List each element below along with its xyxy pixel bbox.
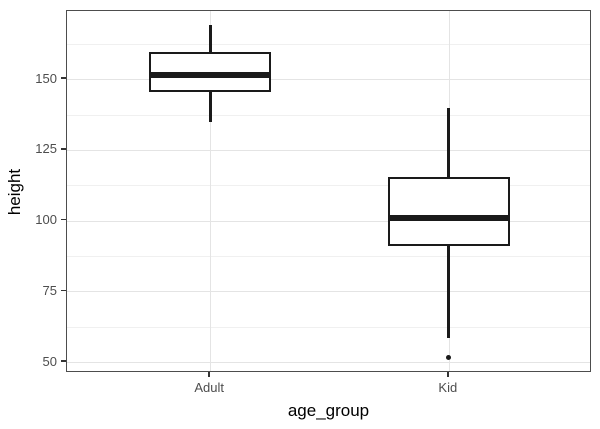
y-tick-label: 75: [42, 282, 57, 298]
box-kid: [387, 176, 510, 247]
y-major-gridline: [67, 149, 590, 151]
x-major-gridline: [210, 11, 212, 371]
lower-whisker-kid: [447, 246, 451, 339]
y-minor-gridline: [67, 326, 590, 328]
y-tick-label: 150: [35, 70, 57, 86]
y-major-gridline: [67, 220, 590, 222]
x-tick-mark: [447, 372, 449, 377]
y-tick-mark: [61, 360, 66, 362]
plot-panel: [66, 10, 591, 372]
upper-whisker-adult: [208, 25, 212, 53]
x-tick-label: Adult: [194, 380, 224, 395]
y-major-gridline: [67, 362, 590, 364]
x-tick-mark: [208, 372, 210, 377]
y-tick-mark: [61, 289, 66, 292]
y-minor-gridline: [67, 43, 590, 45]
y-tick-mark: [61, 148, 66, 150]
y-tick-label: 125: [35, 141, 57, 157]
y-tick-mark: [61, 218, 66, 221]
x-axis-title: age_group: [287, 401, 370, 420]
y-minor-gridline: [67, 114, 590, 116]
y-tick-mark: [61, 77, 66, 79]
median-adult: [149, 71, 272, 78]
y-tick-label: 50: [42, 353, 57, 369]
upper-whisker-kid: [447, 107, 451, 177]
y-tick-label: 100: [35, 212, 57, 228]
median-kid: [387, 214, 510, 221]
geom-layer: [67, 11, 590, 371]
lower-whisker-adult: [208, 91, 212, 122]
y-minor-gridline: [67, 256, 590, 258]
outlier-point-kid: [446, 355, 452, 361]
y-major-gridline: [67, 291, 590, 293]
y-major-gridline: [67, 79, 590, 81]
x-tick-label: Kid: [438, 380, 458, 395]
y-minor-gridline: [67, 185, 590, 187]
